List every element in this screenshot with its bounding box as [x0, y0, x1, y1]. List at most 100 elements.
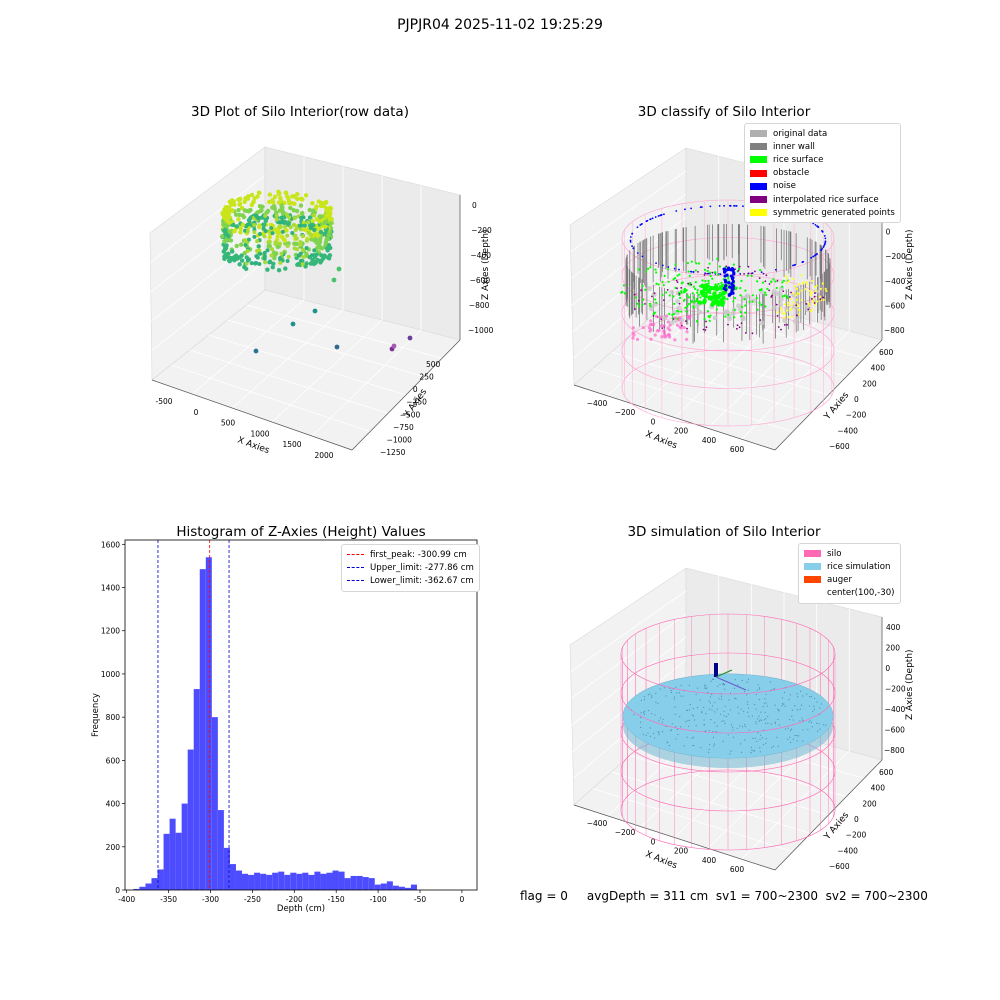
symmetric-point — [809, 292, 812, 295]
rice-simulation-point — [694, 719, 696, 721]
histogram-bar — [392, 885, 399, 890]
rice-simulation-point — [750, 752, 752, 754]
data-point — [262, 234, 267, 239]
rice-simulation-point — [712, 730, 714, 733]
data-point — [325, 248, 330, 253]
rice-simulation-point — [747, 689, 749, 691]
rice-surface-point — [676, 309, 679, 313]
rice-surface-point — [775, 286, 778, 290]
rice-simulation-point — [762, 743, 765, 746]
rice-simulation-point — [777, 708, 779, 710]
data-point — [310, 219, 315, 224]
rice-simulation-point — [676, 728, 679, 730]
rice-simulation-point — [661, 731, 664, 733]
original-point — [655, 314, 659, 319]
rice-simulation-point — [653, 732, 655, 735]
noise-point — [723, 204, 725, 207]
rice-simulation-point — [757, 732, 759, 734]
rice-simulation-point — [703, 719, 705, 721]
data-point — [278, 220, 283, 225]
symmetric-point — [792, 301, 795, 304]
rice-simulation-point — [819, 707, 821, 709]
rice-simulation-point — [647, 709, 650, 712]
data-point — [322, 231, 327, 237]
interpolated-point — [762, 272, 765, 275]
rice-simulation-point — [818, 723, 820, 725]
legend-entry: noise — [750, 180, 895, 193]
rice-simulation-point — [712, 745, 715, 747]
data-point — [245, 222, 250, 227]
interpolated-point — [776, 279, 779, 282]
rice-simulation-point — [716, 725, 718, 727]
histogram-bar — [284, 874, 291, 890]
rice-simulation-point — [639, 721, 642, 723]
rice-simulation-point — [819, 728, 821, 730]
data-point — [274, 210, 279, 216]
rice-surface-point — [688, 274, 691, 277]
rice-simulation-point — [801, 717, 803, 719]
tick-label: −400 — [837, 426, 858, 435]
symmetric-point — [800, 298, 803, 302]
histogram-bar — [398, 886, 405, 890]
rice-simulation-point — [700, 747, 702, 749]
rice-simulation-point — [809, 720, 811, 722]
interpolated-point — [813, 295, 816, 298]
data-point — [310, 208, 316, 213]
original-point — [675, 298, 681, 304]
plot3-legend: first_peak: -300.99 cm Upper_limit: -277… — [341, 544, 480, 592]
rice-simulation-point — [758, 715, 760, 717]
rice-surface-point — [649, 266, 652, 269]
interpolated-point — [725, 265, 728, 268]
rice-simulation-point — [765, 718, 767, 720]
original-point — [677, 318, 681, 322]
rice-simulation-point — [763, 719, 765, 721]
symmetric-point — [819, 287, 822, 290]
rice-surface-point — [692, 296, 695, 299]
rice-simulation-point — [794, 734, 796, 737]
rice-simulation-point — [778, 710, 780, 712]
interpolated-point — [777, 326, 780, 328]
rice-surface-point — [744, 311, 747, 314]
data-point — [274, 217, 279, 222]
rice-simulation-point — [721, 720, 723, 723]
rice-simulation-point — [673, 698, 675, 700]
rice-simulation-point — [753, 750, 755, 752]
original-point — [771, 289, 777, 295]
rice-surface-point — [686, 294, 689, 297]
data-point — [298, 240, 303, 245]
data-point — [283, 224, 288, 229]
x-tick-label: 0 — [460, 895, 465, 904]
rice-surface-point — [685, 310, 688, 313]
legend-label: inner wall — [773, 141, 815, 152]
rice-simulation-point — [739, 725, 741, 727]
rice-simulation-point — [813, 705, 815, 707]
interpolated-point — [754, 270, 756, 273]
rice-simulation-point — [703, 706, 705, 708]
noise-point — [732, 272, 736, 276]
rice-simulation-point — [686, 709, 688, 711]
data-point — [245, 258, 250, 263]
rice-simulation-point — [683, 745, 685, 747]
data-point — [230, 249, 235, 254]
rice-simulation-point — [796, 735, 798, 737]
rice-simulation-point — [808, 721, 810, 723]
histogram-bar — [320, 873, 327, 890]
rice-surface-point — [714, 271, 717, 274]
rice-simulation-point — [787, 727, 789, 729]
interpolated-point — [705, 320, 707, 323]
original-point — [666, 320, 670, 324]
rice-simulation-point — [813, 708, 816, 710]
data-point — [283, 190, 289, 195]
y-tick-label: 1000 — [101, 670, 120, 679]
rice-simulation-point — [737, 684, 739, 686]
rice-simulation-point — [799, 720, 801, 722]
rice-surface-point — [683, 288, 686, 292]
symmetric-point — [783, 312, 786, 315]
rice-surface-point — [751, 294, 754, 297]
noise-point — [729, 204, 732, 207]
noise-point — [632, 247, 635, 250]
interpolated-point — [782, 290, 785, 293]
rice-simulation-point — [791, 709, 794, 711]
rice-simulation-point — [736, 727, 738, 729]
